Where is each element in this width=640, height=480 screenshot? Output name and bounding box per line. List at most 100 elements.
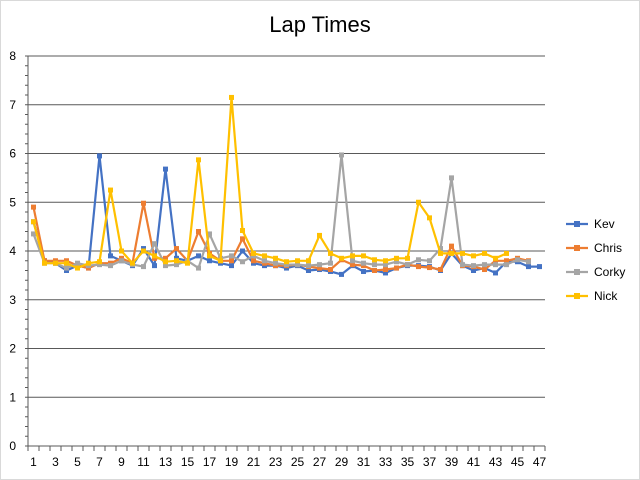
data-point-nick — [152, 253, 157, 259]
legend-label-kev: Kev — [594, 217, 615, 231]
data-point-nick — [306, 258, 311, 264]
y-tick-label: 7 — [9, 98, 16, 112]
data-point-chris — [141, 200, 146, 206]
data-point-nick — [273, 255, 278, 261]
data-point-chris — [350, 262, 355, 268]
data-point-chris — [317, 265, 322, 271]
y-tick-label: 4 — [9, 244, 16, 258]
data-point-corky — [339, 152, 344, 158]
data-point-nick — [42, 260, 47, 266]
data-point-corky — [119, 258, 124, 264]
data-point-corky — [75, 260, 80, 266]
data-point-nick — [493, 255, 498, 261]
legend: Kev Chris Corky Nick — [566, 217, 625, 303]
data-point-nick — [240, 228, 245, 234]
x-tick-label: 33 — [379, 455, 393, 469]
data-point-nick — [207, 253, 212, 259]
data-point-chris — [394, 265, 399, 271]
data-point-nick — [339, 255, 344, 261]
data-point-chris — [416, 264, 421, 270]
x-tick-label: 27 — [313, 455, 327, 469]
data-point-kev — [240, 248, 245, 254]
legend-label-chris: Chris — [594, 241, 622, 255]
data-point-nick — [471, 253, 476, 259]
data-point-nick — [185, 260, 190, 266]
data-point-nick — [196, 157, 201, 163]
data-point-corky — [229, 253, 234, 259]
data-point-nick — [372, 257, 377, 263]
data-point-nick — [218, 258, 223, 264]
data-point-kev — [339, 271, 344, 277]
data-point-corky — [306, 263, 311, 269]
data-point-nick — [482, 250, 487, 256]
data-point-kev — [493, 270, 498, 276]
data-point-kev — [306, 268, 311, 273]
x-tick-label: 29 — [335, 455, 349, 469]
data-point-corky — [328, 260, 333, 266]
data-point-chris — [251, 258, 256, 264]
series-lines — [31, 94, 542, 277]
data-point-corky — [152, 241, 157, 247]
x-tick-label: 23 — [269, 455, 283, 469]
x-tick-label: 21 — [247, 455, 261, 469]
data-point-nick — [53, 260, 58, 266]
x-tick-label: 11 — [137, 455, 150, 469]
x-tick-label: 25 — [291, 455, 305, 469]
data-point-corky — [526, 259, 531, 265]
data-point-nick — [405, 255, 410, 261]
data-point-corky — [31, 231, 36, 237]
data-point-corky — [174, 262, 179, 268]
x-tick-label: 9 — [118, 455, 125, 469]
y-axis-tick-labels: 0 1 2 3 4 5 6 7 8 — [9, 49, 16, 453]
data-point-corky — [394, 259, 399, 265]
data-point-nick — [119, 248, 124, 254]
data-point-corky — [504, 262, 509, 268]
legend-marker-nick — [574, 293, 580, 299]
x-tick-label: 13 — [159, 455, 173, 469]
data-point-nick — [317, 232, 322, 238]
series-line-corky — [32, 153, 529, 270]
data-point-nick — [284, 259, 289, 265]
data-point-kev — [229, 263, 234, 269]
data-point-nick — [229, 94, 234, 100]
data-point-corky — [97, 262, 102, 268]
data-point-chris — [31, 204, 36, 210]
legend-marker-kev — [574, 221, 580, 227]
y-tick-label: 6 — [9, 147, 16, 161]
data-point-nick — [416, 199, 421, 205]
data-point-kev — [163, 166, 168, 172]
data-point-nick — [108, 187, 113, 193]
data-point-kev — [383, 270, 388, 276]
data-point-nick — [251, 250, 256, 256]
data-point-corky — [108, 263, 113, 269]
series-line-chris — [32, 202, 529, 272]
data-point-kev — [526, 264, 531, 270]
data-point-corky — [471, 263, 476, 269]
data-point-corky — [405, 262, 410, 268]
data-point-kev — [152, 263, 157, 269]
y-tick-label: 0 — [9, 439, 16, 453]
data-point-chris — [163, 255, 168, 261]
data-point-nick — [350, 253, 355, 259]
data-point-corky — [317, 262, 322, 268]
data-point-corky — [361, 260, 366, 266]
x-tick-label: 41 — [467, 455, 481, 469]
data-point-nick — [438, 250, 443, 256]
data-point-nick — [86, 260, 91, 266]
data-point-nick — [75, 265, 80, 271]
data-point-chris — [372, 268, 377, 273]
data-point-chris — [504, 258, 509, 264]
data-point-nick — [174, 258, 179, 264]
series-line-nick — [32, 96, 507, 270]
data-point-chris — [449, 243, 454, 249]
data-point-chris — [196, 229, 201, 234]
data-point-corky — [350, 258, 355, 264]
x-tick-label: 1 — [30, 455, 37, 469]
x-tick-label: 43 — [489, 455, 503, 469]
x-tick-label: 37 — [423, 455, 437, 469]
data-point-nick — [328, 250, 333, 256]
data-point-nick — [460, 250, 465, 256]
data-point-corky — [515, 257, 520, 263]
